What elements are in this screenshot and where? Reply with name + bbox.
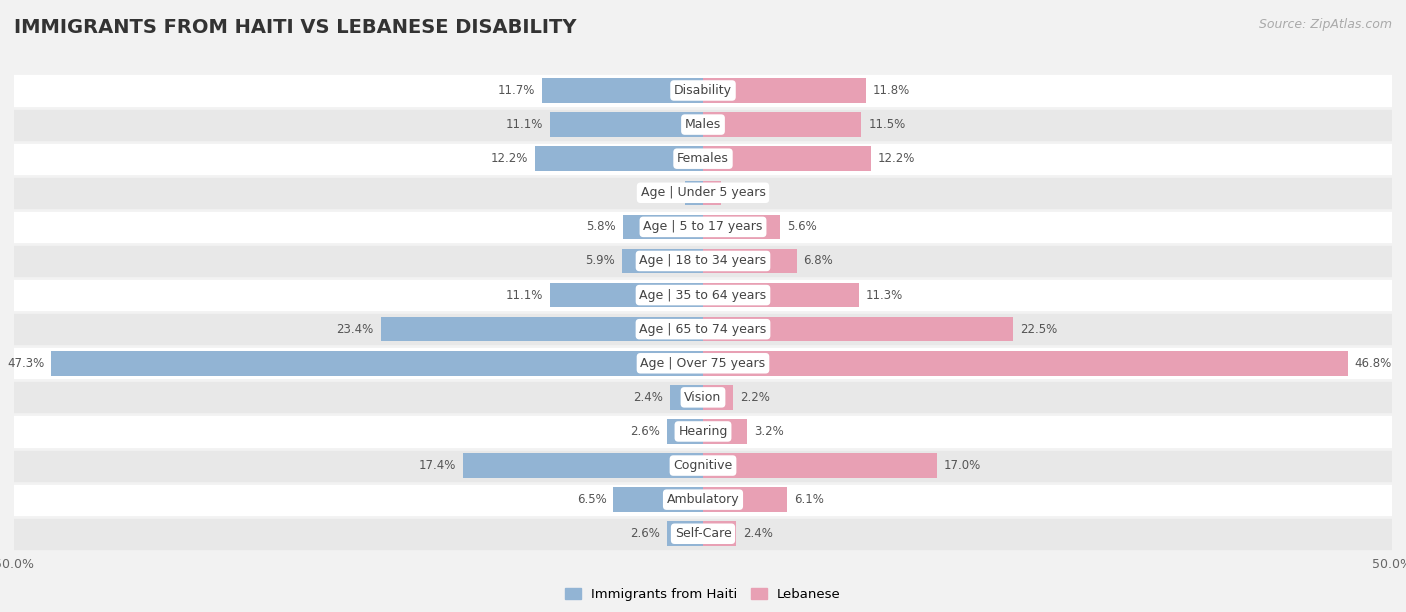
- Text: 1.3%: 1.3%: [648, 186, 678, 200]
- Text: 47.3%: 47.3%: [7, 357, 45, 370]
- Bar: [668, 419, 703, 444]
- Text: 17.0%: 17.0%: [945, 459, 981, 472]
- Bar: [703, 78, 866, 103]
- Text: 46.8%: 46.8%: [1355, 357, 1392, 370]
- Bar: [703, 146, 872, 171]
- Text: Age | Over 75 years: Age | Over 75 years: [641, 357, 765, 370]
- Bar: [550, 283, 703, 307]
- Text: 6.8%: 6.8%: [804, 255, 834, 267]
- Text: Cognitive: Cognitive: [673, 459, 733, 472]
- Text: 11.5%: 11.5%: [869, 118, 905, 131]
- Text: Age | 35 to 64 years: Age | 35 to 64 years: [640, 289, 766, 302]
- Bar: [51, 351, 703, 376]
- Bar: [613, 487, 703, 512]
- Bar: [14, 517, 1392, 551]
- Text: Vision: Vision: [685, 391, 721, 404]
- Text: 3.2%: 3.2%: [754, 425, 783, 438]
- Bar: [703, 113, 862, 137]
- Bar: [534, 146, 703, 171]
- Bar: [703, 419, 747, 444]
- Text: 2.6%: 2.6%: [630, 528, 661, 540]
- Text: 23.4%: 23.4%: [336, 323, 374, 335]
- Text: 2.4%: 2.4%: [633, 391, 664, 404]
- Bar: [703, 181, 721, 205]
- Bar: [703, 385, 734, 409]
- Bar: [623, 215, 703, 239]
- Text: 11.1%: 11.1%: [506, 118, 543, 131]
- Text: Age | 5 to 17 years: Age | 5 to 17 years: [644, 220, 762, 233]
- Bar: [550, 113, 703, 137]
- Text: 6.5%: 6.5%: [576, 493, 606, 506]
- Text: Females: Females: [678, 152, 728, 165]
- Text: 12.2%: 12.2%: [877, 152, 915, 165]
- Bar: [703, 487, 787, 512]
- Text: Source: ZipAtlas.com: Source: ZipAtlas.com: [1258, 18, 1392, 31]
- Bar: [703, 351, 1348, 376]
- Bar: [14, 176, 1392, 210]
- Bar: [14, 449, 1392, 483]
- Bar: [703, 248, 797, 273]
- Text: 6.1%: 6.1%: [794, 493, 824, 506]
- Bar: [14, 380, 1392, 414]
- Bar: [703, 215, 780, 239]
- Bar: [685, 181, 703, 205]
- Text: Hearing: Hearing: [678, 425, 728, 438]
- Bar: [541, 78, 703, 103]
- Bar: [14, 141, 1392, 176]
- Text: IMMIGRANTS FROM HAITI VS LEBANESE DISABILITY: IMMIGRANTS FROM HAITI VS LEBANESE DISABI…: [14, 18, 576, 37]
- Bar: [14, 312, 1392, 346]
- Text: 12.2%: 12.2%: [491, 152, 529, 165]
- Text: Age | 18 to 34 years: Age | 18 to 34 years: [640, 255, 766, 267]
- Text: Disability: Disability: [673, 84, 733, 97]
- Text: Ambulatory: Ambulatory: [666, 493, 740, 506]
- Bar: [703, 453, 938, 478]
- Text: 11.1%: 11.1%: [506, 289, 543, 302]
- Bar: [14, 483, 1392, 517]
- Text: 2.2%: 2.2%: [740, 391, 770, 404]
- Bar: [14, 346, 1392, 380]
- Bar: [14, 244, 1392, 278]
- Text: Males: Males: [685, 118, 721, 131]
- Text: 22.5%: 22.5%: [1019, 323, 1057, 335]
- Text: 2.4%: 2.4%: [742, 528, 773, 540]
- Legend: Immigrants from Haiti, Lebanese: Immigrants from Haiti, Lebanese: [560, 583, 846, 606]
- Text: Age | 65 to 74 years: Age | 65 to 74 years: [640, 323, 766, 335]
- Bar: [621, 248, 703, 273]
- Text: 5.6%: 5.6%: [787, 220, 817, 233]
- Text: 11.7%: 11.7%: [498, 84, 534, 97]
- Text: 1.3%: 1.3%: [728, 186, 758, 200]
- Bar: [668, 521, 703, 546]
- Text: 17.4%: 17.4%: [419, 459, 457, 472]
- Bar: [703, 317, 1012, 341]
- Bar: [463, 453, 703, 478]
- Bar: [669, 385, 703, 409]
- Bar: [14, 73, 1392, 108]
- Text: Age | Under 5 years: Age | Under 5 years: [641, 186, 765, 200]
- Text: 5.8%: 5.8%: [586, 220, 616, 233]
- Bar: [703, 521, 737, 546]
- Bar: [703, 283, 859, 307]
- Text: 5.9%: 5.9%: [585, 255, 614, 267]
- Bar: [14, 278, 1392, 312]
- Bar: [14, 108, 1392, 141]
- Bar: [381, 317, 703, 341]
- Bar: [14, 414, 1392, 449]
- Text: 11.8%: 11.8%: [873, 84, 910, 97]
- Text: 11.3%: 11.3%: [866, 289, 903, 302]
- Bar: [14, 210, 1392, 244]
- Text: Self-Care: Self-Care: [675, 528, 731, 540]
- Text: 2.6%: 2.6%: [630, 425, 661, 438]
